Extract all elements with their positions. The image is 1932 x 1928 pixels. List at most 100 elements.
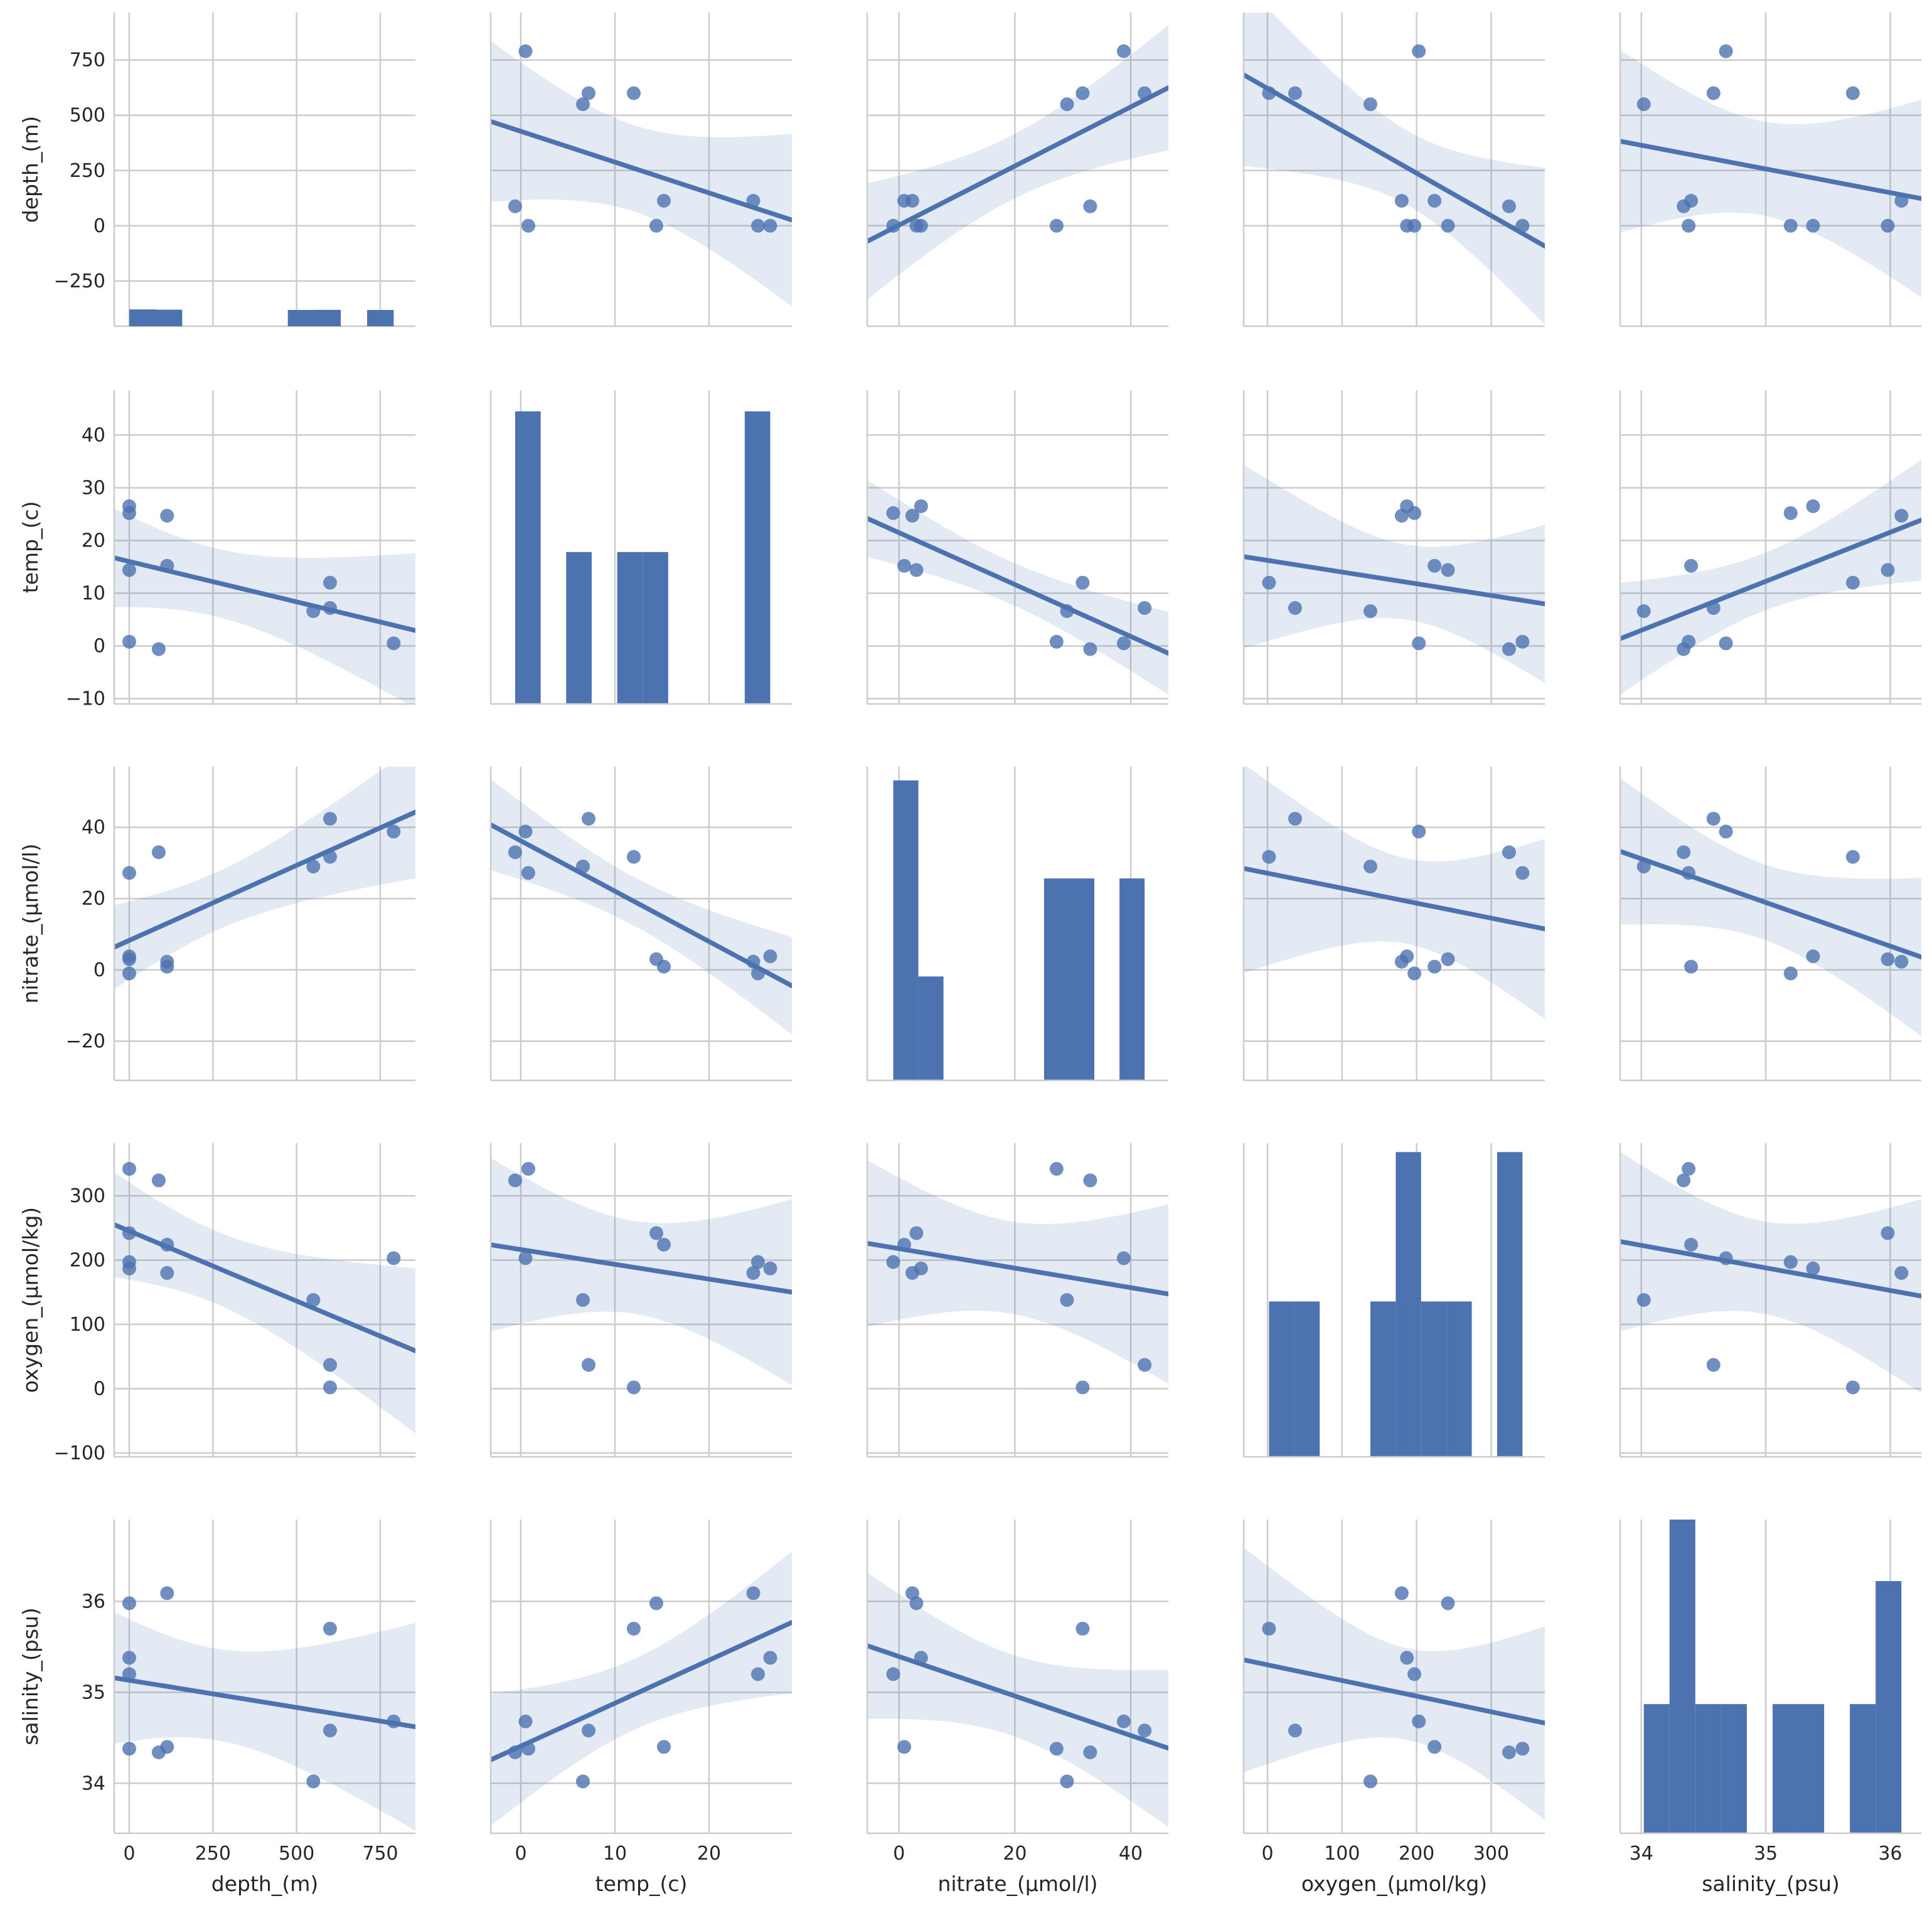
- data-point: [1116, 1251, 1131, 1265]
- data-point: [122, 634, 136, 649]
- data-point: [1706, 811, 1721, 826]
- panel-salinity-psu-vs-temp-c: 0 10 20 temp_(c): [489, 1520, 792, 1896]
- data-point: [521, 218, 535, 233]
- data-point: [763, 1261, 777, 1276]
- panel-temp-c-vs-depth-m: −10 0 10 20 30 40: [66, 390, 415, 710]
- data-point: [751, 1255, 765, 1269]
- data-point: [1636, 1293, 1651, 1307]
- x-tick-label: 36: [1878, 1843, 1902, 1865]
- data-point: [151, 642, 166, 656]
- x-tick-label: 750: [362, 1843, 398, 1865]
- histogram-bar: [129, 309, 156, 326]
- data-point: [387, 636, 401, 651]
- data-point: [508, 199, 522, 213]
- confidence-band: [1244, 464, 1545, 683]
- data-point: [122, 1667, 136, 1681]
- x-axis-label: oxygen_(µmol/kg): [1301, 1872, 1487, 1896]
- data-point: [1682, 218, 1696, 233]
- panel-temp-c-vs-temp-c: [489, 390, 792, 705]
- data-point: [746, 194, 761, 208]
- panel-oxygen-mol-kg-vs-oxygen-mol-kg: [1242, 1143, 1545, 1458]
- confidence-band: [867, 1159, 1168, 1384]
- data-point: [1049, 1161, 1064, 1176]
- data-point: [905, 1265, 919, 1280]
- data-point: [1881, 563, 1895, 577]
- data-point: [160, 1586, 174, 1600]
- regression-line: [491, 119, 792, 223]
- data-point: [122, 506, 136, 520]
- data-point: [508, 1173, 522, 1188]
- y-tick-label: 34: [82, 1772, 105, 1794]
- histogram-bar: [314, 309, 341, 326]
- confidence-band: [1244, 1547, 1545, 1820]
- data-point: [151, 1173, 166, 1188]
- panel-nitrate-mol-l-vs-oxygen-mol-kg: [1242, 767, 1545, 1082]
- regression-line: [1620, 1239, 1921, 1299]
- data-point: [306, 860, 321, 874]
- data-point: [1138, 1723, 1152, 1738]
- data-point: [1083, 642, 1097, 656]
- histogram-bar: [893, 780, 919, 1080]
- x-tick-label: 0: [123, 1843, 135, 1865]
- data-point: [1288, 86, 1302, 100]
- confidence-band: [114, 1611, 415, 1831]
- data-point: [160, 1265, 174, 1280]
- histogram-bar: [367, 310, 394, 326]
- data-point: [1394, 1586, 1409, 1600]
- data-point: [1288, 1723, 1302, 1738]
- y-tick-label: 100: [70, 1314, 105, 1336]
- y-axis-label: oxygen_(µmol/kg): [18, 1207, 43, 1393]
- confidence-band: [1620, 1151, 1921, 1393]
- histogram-bar: [1643, 1704, 1670, 1833]
- data-point: [122, 1651, 136, 1665]
- y-axis-label: salinity_(psu): [18, 1607, 43, 1745]
- data-point: [1441, 952, 1455, 966]
- data-point: [160, 1237, 174, 1252]
- histogram-bar: [1294, 1301, 1320, 1457]
- data-point: [1502, 845, 1516, 860]
- histogram-bar: [1119, 878, 1145, 1080]
- panel-nitrate-mol-l-vs-temp-c: [489, 767, 792, 1082]
- histogram-bar: [1695, 1704, 1721, 1833]
- data-point: [576, 860, 590, 874]
- histogram-bar: [156, 309, 183, 326]
- data-point: [1412, 1714, 1426, 1728]
- data-point: [1407, 966, 1422, 981]
- panel-salinity-psu-vs-nitrate-mol-l: 0 20 40 nitrate_(µmol/l): [866, 1520, 1168, 1896]
- histogram-bar: [1850, 1704, 1876, 1833]
- regression-line: [1620, 849, 1921, 960]
- data-point: [1075, 1380, 1090, 1395]
- data-point: [1075, 1621, 1090, 1636]
- data-point: [1684, 1237, 1699, 1252]
- histogram-bar: [744, 411, 771, 704]
- data-point: [1049, 1742, 1064, 1756]
- data-point: [323, 575, 337, 590]
- data-point: [1894, 194, 1909, 208]
- y-tick-label: 20: [82, 530, 105, 551]
- data-point: [1719, 44, 1733, 58]
- data-point: [1719, 636, 1733, 651]
- data-point: [1428, 1740, 1442, 1754]
- x-tick-label: 20: [697, 1843, 721, 1865]
- data-point: [1394, 509, 1409, 523]
- histogram-bar: [1269, 1301, 1294, 1457]
- panel-depth-m-vs-salinity-psu: [1619, 13, 1921, 328]
- y-tick-label: 0: [93, 215, 105, 237]
- confidence-band: [1620, 50, 1921, 297]
- data-point: [1845, 1380, 1860, 1395]
- data-point: [323, 849, 337, 864]
- panel-temp-c-vs-oxygen-mol-kg: [1242, 390, 1545, 705]
- data-point: [1262, 849, 1276, 864]
- data-point: [160, 1740, 174, 1754]
- y-tick-label: −10: [66, 688, 105, 710]
- data-point: [1894, 1265, 1909, 1280]
- histogram-bar: [1497, 1152, 1523, 1457]
- panel-nitrate-mol-l-vs-depth-m: −20 0 20 40: [66, 767, 415, 1082]
- data-point: [122, 1596, 136, 1611]
- data-point: [387, 1251, 401, 1265]
- data-point: [1502, 1745, 1516, 1760]
- data-point: [1515, 1742, 1530, 1756]
- histogram-bar: [1069, 878, 1095, 1080]
- histogram-bar: [1396, 1152, 1421, 1457]
- data-point: [751, 966, 765, 981]
